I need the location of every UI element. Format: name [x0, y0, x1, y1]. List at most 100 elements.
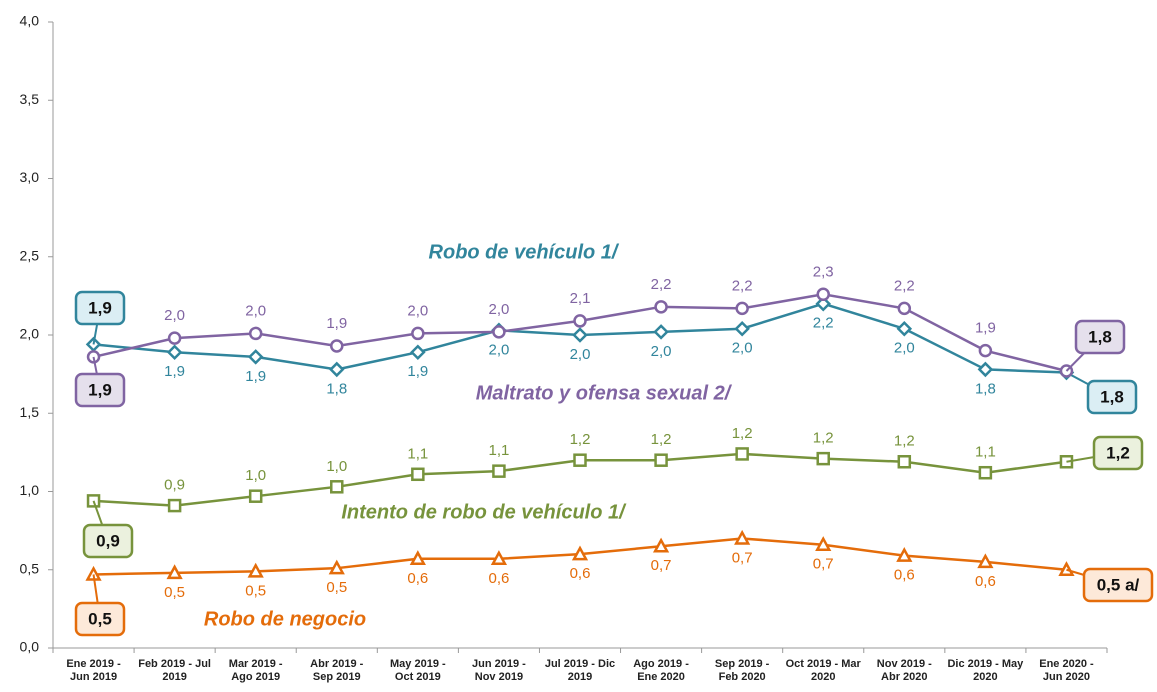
value-label: 0,6 [570, 565, 591, 582]
marker [734, 529, 751, 545]
value-label: 0,6 [894, 567, 915, 584]
marker [572, 327, 588, 343]
marker [977, 361, 994, 378]
callout-label: 1,9 [88, 380, 112, 399]
x-tick-label: Ene 2019 - Jun 2019 [66, 658, 121, 683]
value-label: 2,2 [813, 315, 834, 332]
marker [735, 447, 749, 461]
y-tick-label: 0,5 [20, 560, 40, 576]
marker [896, 320, 913, 337]
marker [571, 545, 589, 561]
series-name: Intento de robo de vehículo 1/ [341, 501, 627, 523]
value-label: 0,6 [975, 573, 996, 590]
callout-label: 0,9 [96, 531, 120, 550]
value-label: 1,2 [570, 431, 591, 448]
value-label: 2,2 [894, 277, 915, 294]
x-tick-label: Jul 2019 - Dic 2019 [544, 658, 616, 683]
callout-box [74, 601, 126, 637]
marker [167, 331, 182, 345]
x-tick-label: May 2019 - Oct 2019 [390, 658, 446, 683]
value-label: 0,6 [488, 570, 509, 587]
value-label: 0,7 [813, 556, 834, 573]
marker [1058, 561, 1075, 576]
value-label: 2,0 [651, 343, 672, 360]
value-label: 1,1 [488, 442, 509, 459]
marker [247, 349, 264, 365]
value-label: 1,8 [975, 380, 996, 397]
callout-box [74, 290, 126, 326]
marker [328, 559, 345, 575]
marker [329, 361, 345, 378]
value-label: 1,0 [326, 458, 347, 475]
series-name: Maltrato y ofensa sexual 2/ [476, 382, 733, 404]
marker [652, 537, 670, 553]
marker [815, 295, 831, 312]
x-tick-label: Abr 2019 - Sep 2019 [310, 658, 364, 683]
marker [247, 562, 264, 578]
value-label: 1,9 [975, 320, 996, 337]
callout-box [1092, 435, 1144, 471]
callout-box [1074, 319, 1126, 355]
value-label: 2,0 [732, 340, 753, 357]
marker [654, 300, 668, 314]
x-tick-label: Nov 2019 - Abr 2020 [876, 658, 932, 683]
marker [816, 451, 830, 466]
marker [735, 301, 749, 316]
value-label: 0,5 [245, 582, 266, 599]
value-label: 1,9 [326, 315, 347, 332]
value-label: 2,0 [245, 302, 266, 319]
marker [573, 314, 587, 328]
value-label: 2,0 [488, 341, 509, 358]
value-label: 0,7 [651, 557, 672, 574]
marker [897, 455, 912, 469]
x-tick-label: Oct 2019 - Mar 2020 [785, 658, 861, 683]
value-label: 1,0 [245, 467, 266, 484]
value-label: 1,9 [245, 368, 266, 385]
value-label: 2,3 [813, 263, 834, 280]
value-label: 0,5 [326, 579, 347, 596]
y-tick-label: 4,0 [20, 13, 40, 29]
marker [411, 326, 425, 341]
y-tick-label: 1,5 [20, 404, 40, 420]
value-label: 1,2 [894, 433, 915, 450]
value-label: 2,1 [570, 290, 591, 307]
marker [410, 344, 426, 360]
value-label: 1,1 [975, 444, 996, 461]
y-tick-label: 3,5 [20, 91, 40, 107]
callout-box [1086, 379, 1138, 415]
marker [897, 301, 912, 316]
value-label: 1,1 [407, 445, 428, 462]
x-tick-label: Ago 2019 - Ene 2020 [633, 658, 689, 683]
value-label: 0,6 [407, 570, 428, 587]
marker [734, 320, 750, 337]
marker [815, 536, 832, 551]
value-label: 0,7 [732, 549, 753, 566]
x-tick-label: Jun 2019 - Nov 2019 [472, 658, 526, 683]
marker [248, 326, 263, 341]
marker [896, 547, 913, 562]
marker [330, 339, 344, 353]
value-label: 2,0 [894, 340, 915, 357]
value-label: 2,2 [732, 277, 753, 294]
x-tick-label: Feb 2019 - Jul 2019 [138, 658, 211, 683]
x-tick-label: Ene 2020 - Jun 2020 [1039, 658, 1094, 683]
y-tick-label: 2,0 [20, 326, 40, 342]
marker [330, 480, 344, 494]
series-name: Robo de vehículo 1/ [429, 241, 620, 263]
marker [653, 324, 669, 340]
value-label: 2,0 [488, 301, 509, 318]
marker [166, 564, 183, 580]
x-tick-label: Dic 2019 - May 2020 [947, 658, 1024, 683]
x-tick-label: Sep 2019 - Feb 2020 [714, 658, 770, 683]
marker [816, 287, 830, 302]
marker [978, 465, 993, 480]
marker [167, 498, 182, 513]
marker [977, 553, 994, 569]
marker [654, 453, 668, 467]
callout-box [74, 372, 126, 408]
value-label: 2,0 [570, 346, 591, 363]
value-label: 1,2 [732, 425, 753, 442]
callout-label: 1,8 [1100, 387, 1124, 406]
